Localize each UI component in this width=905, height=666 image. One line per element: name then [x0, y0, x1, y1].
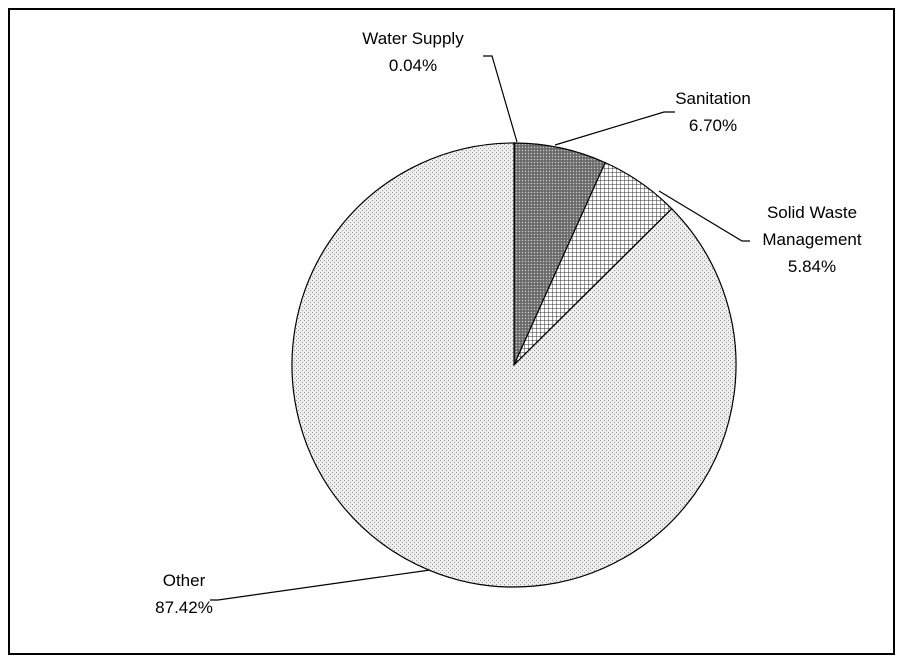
leader-line-other [210, 569, 431, 601]
slice-label-percent-solid-waste-management: 5.84% [788, 257, 836, 276]
slice-label-name-solid-waste-management-1: Solid Waste [767, 203, 857, 222]
pie-slices [291, 142, 737, 588]
slice-label-name-other: Other [163, 571, 206, 590]
slice-label-name-sanitation: Sanitation [675, 89, 751, 108]
slice-labels: Water Supply 0.04% Sanitation 6.70% Solid Wa… [155, 29, 862, 617]
slice-label-name-water-supply: Water Supply [362, 29, 464, 48]
leader-line-sanitation [554, 111, 675, 146]
slice-label-percent-other: 87.42% [155, 598, 213, 617]
slice-label-percent-sanitation: 6.70% [689, 116, 737, 135]
leader-line-solid-waste-management [658, 190, 750, 242]
slice-label-percent-water-supply: 0.04% [389, 56, 437, 75]
leader-lines [210, 55, 750, 601]
slice-label-name-solid-waste-management-2: Management [762, 230, 862, 249]
leader-line-water-supply [483, 55, 518, 143]
